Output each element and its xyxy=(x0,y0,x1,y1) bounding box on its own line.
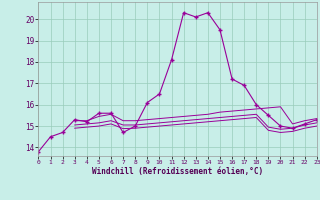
X-axis label: Windchill (Refroidissement éolien,°C): Windchill (Refroidissement éolien,°C) xyxy=(92,167,263,176)
